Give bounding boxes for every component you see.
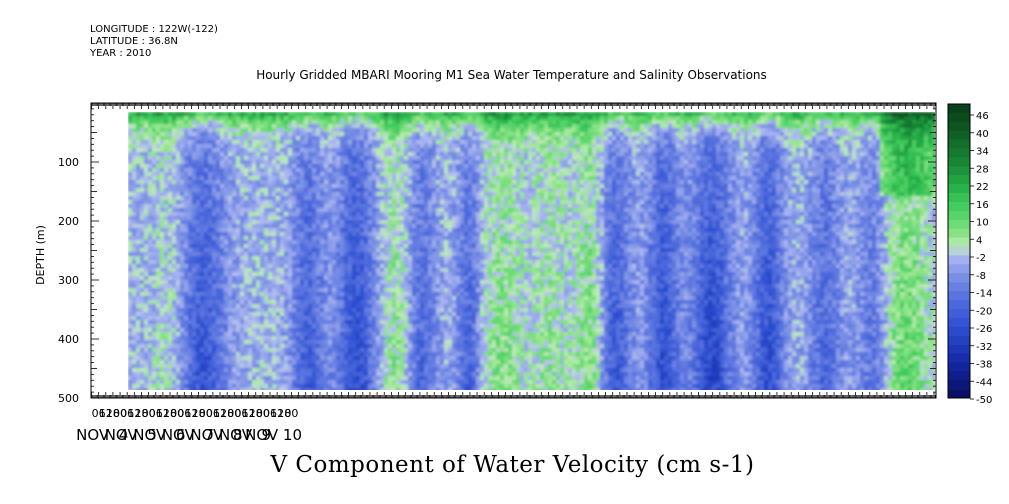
x-hour-tick-label: 00 [284,407,298,420]
colorbar-tick-label: 22 [976,182,989,193]
colorbar-tick-label: -14 [976,289,992,300]
colorbar-bin [948,202,970,211]
colorbar-tick-label: -50 [976,395,992,406]
colorbar-bin [948,113,970,122]
colorbar-tick-label: 10 [976,218,989,229]
colorbar-bin [948,149,970,158]
colorbar-bin [948,211,970,220]
colorbar-bin [948,345,970,354]
colorbar-bin [948,220,970,229]
colorbar-tick-label: -26 [976,324,992,335]
colorbar-bin [948,238,970,247]
colorbar-tick-label: 28 [976,164,989,175]
y-axis-label: DEPTH (m) [34,225,47,285]
colorbar-bin [948,184,970,193]
colorbar-bin [948,131,970,140]
colorbar-tick-label: 46 [976,111,989,122]
x-day-label: NOV 10 [245,426,302,444]
colorbar-bin [948,282,970,291]
colorbar-bin [948,336,970,345]
y-tick-label: 200 [58,215,79,228]
colorbar-bin [948,166,970,175]
y-tick-label: 100 [58,156,79,169]
colorbar-bin [948,264,970,273]
colorbar-tick-label: 40 [976,129,989,140]
colorbar: 46 40 34 28 22 16 10 4 -2 -8 -14 -20 -26 -32 -38 -44 -50 [948,104,992,406]
colorbar-bin [948,273,970,282]
colorbar-bin [948,318,970,327]
colorbar-bin [948,362,970,371]
colorbar-bin [948,255,970,264]
colorbar-tick-label: -32 [976,342,992,353]
variable-title: V Component of Water Velocity (cm s-1) [0,452,1009,478]
colorbar-tick-label: 4 [976,235,982,246]
variable-title-text: V Component of Water Velocity (cm s-1) [271,452,755,478]
colorbar-bin [948,104,970,113]
y-tick-label: 300 [58,274,79,287]
colorbar-bin [948,353,970,362]
velocity-cells [128,112,937,393]
colorbar-tick-label: -2 [976,253,986,264]
colorbar-bin [948,140,970,149]
colorbar-bin [948,229,970,238]
colorbar-bin [948,300,970,309]
colorbar-bin [948,157,970,166]
colorbar-bin [948,122,970,131]
colorbar-bin [948,247,970,256]
colorbar-bin [948,193,970,202]
colorbar-bin [948,389,970,398]
colorbar-tick-label: 16 [976,200,989,211]
y-tick-label: 400 [58,333,79,346]
colorbar-tick-label: -44 [976,377,992,388]
velocity-field [128,112,937,393]
colorbar-tick-label: -8 [976,271,986,282]
colorbar-bin [948,371,970,380]
y-tick-label: 500 [58,392,79,405]
colorbar-bin [948,380,970,389]
colorbar-bin [948,175,970,184]
colorbar-bin [948,291,970,300]
colorbar-bin [948,327,970,336]
colorbar-bin [948,309,970,318]
colorbar-tick-label: 34 [976,147,989,158]
colorbar-tick-label: -38 [976,360,992,371]
colorbar-tick-label: -20 [976,306,992,317]
